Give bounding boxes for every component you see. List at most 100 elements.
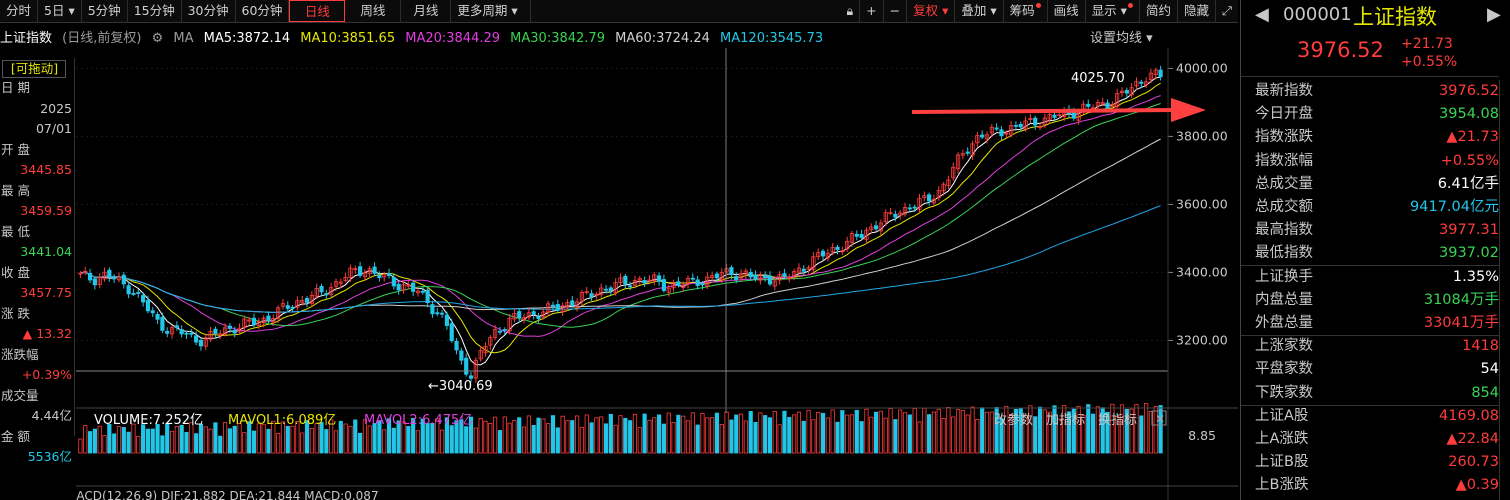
candle-body [637, 278, 642, 281]
volume-bar [960, 410, 965, 454]
candle-body [912, 206, 917, 209]
candle-body [309, 294, 314, 304]
candle-body [155, 314, 160, 320]
candle-body [878, 222, 883, 232]
volume-bar [951, 416, 956, 454]
draw-button[interactable]: 画线 [1048, 0, 1086, 22]
candle-body [1037, 126, 1043, 128]
candle-body [78, 272, 83, 275]
adjust-label: 复权 [913, 3, 939, 18]
tab-60min[interactable]: 60分钟 [236, 0, 290, 22]
hide-button[interactable]: 隐藏 [1178, 0, 1216, 22]
volume-bar [232, 425, 237, 454]
candle-body [174, 325, 179, 329]
arrow-shaft [911, 108, 1177, 114]
volume-bar [1158, 405, 1163, 454]
candle-body [864, 229, 869, 240]
volume-bar [237, 423, 242, 454]
volume-bar [459, 419, 464, 454]
volume-bar [1062, 405, 1067, 454]
gear-icon[interactable]: ⚙ [151, 31, 164, 46]
tab-5day-label: 5日 [44, 3, 65, 18]
chips-button[interactable]: 筹码 [1004, 0, 1048, 22]
tab-weekly[interactable]: 周线 [345, 0, 402, 22]
candle-body [107, 269, 112, 278]
next-arrow-icon[interactable]: ▶ [1487, 4, 1501, 25]
tab-intraday[interactable]: 分时 [0, 0, 39, 22]
candle-body [546, 303, 551, 313]
quote-key: 下跌家数 [1255, 384, 1313, 401]
candle-body [1105, 102, 1110, 109]
tab-daily[interactable]: 日线 [289, 0, 346, 22]
tab-more-periods[interactable]: 更多周期 ▾ [451, 0, 532, 22]
volume-value: 4.44亿 [31, 408, 72, 423]
candle-body [386, 273, 392, 276]
overlay-button[interactable]: 叠加 ▾ [955, 0, 1004, 22]
tab-5day[interactable]: 5日 ▾ [38, 0, 82, 22]
prev-arrow-icon[interactable]: ◀ [1255, 4, 1269, 25]
candle-body [358, 266, 363, 276]
volume-bar [599, 416, 604, 454]
simple-button[interactable]: 简约 [1140, 0, 1178, 22]
candle-body [893, 213, 898, 218]
candle-body [285, 305, 290, 309]
quote-row: 上B涨跌 ▲0.39 [1241, 474, 1499, 497]
ma-settings-label: 设置均线 [1090, 31, 1143, 46]
candle-body [304, 298, 310, 303]
quote-key: 指数涨幅 [1255, 152, 1313, 169]
draggable-badge[interactable]: [可拖动] [2, 60, 66, 78]
ma-settings-button[interactable]: 设置均线 ▾ [1090, 27, 1153, 46]
candle-body [743, 270, 748, 275]
candle-body [1009, 125, 1014, 136]
candle-body [218, 333, 223, 336]
side-scroll-strip[interactable] [1499, 80, 1510, 500]
volume-bar [878, 410, 883, 454]
volume-bar [483, 420, 488, 454]
tab-30min[interactable]: 30分钟 [182, 0, 236, 22]
candle-body [507, 317, 512, 332]
volume-bar [681, 415, 686, 454]
candle-body [1119, 90, 1125, 94]
tab-monthly[interactable]: 月线 [401, 0, 452, 22]
mavol1-label: MAVOL1:6.089亿 [228, 413, 336, 428]
volume-bar [531, 424, 536, 454]
volume-bar [661, 423, 666, 454]
expand-icon[interactable]: ⤢ [1221, 3, 1232, 18]
candle-body [647, 279, 652, 282]
candle-body [391, 277, 396, 287]
price-tick-label: 3200.00 [1176, 332, 1228, 347]
lock-icon[interactable]: 🔒︎ [840, 0, 861, 22]
volume-bar [386, 418, 392, 454]
volume-bar [980, 407, 985, 454]
volume-bar [955, 409, 961, 454]
volume-bar [126, 431, 131, 454]
volume-bar [261, 424, 266, 454]
high-label: 最 高 [1, 182, 30, 198]
volume-bar [1090, 413, 1096, 454]
tab-15min[interactable]: 15分钟 [128, 0, 182, 22]
volume-bar [1037, 406, 1043, 454]
volume-bar [753, 421, 758, 454]
candle-body [329, 287, 334, 295]
zoom-out-icon[interactable]: − [884, 0, 908, 22]
tab-5min[interactable]: 5分钟 [82, 0, 128, 22]
volume-bar [92, 428, 97, 454]
volume-bar [1153, 406, 1158, 454]
candle-body [464, 357, 469, 375]
kline-chart[interactable]: 4000.00 3800.00 3600.00 3400.00 3200.00 4025… [76, 48, 1238, 500]
candle-body [1018, 123, 1023, 128]
zoom-in-icon[interactable]: + [860, 0, 884, 22]
candle-body [208, 330, 213, 340]
volume-bar [632, 413, 638, 454]
candle-body [276, 307, 281, 319]
display-button[interactable]: 显示 ▾ [1086, 0, 1140, 22]
volume-bar [121, 427, 126, 454]
volume-bar [198, 423, 204, 454]
quote-panel: ◀ 000001 上证指数 ▶ 3976.52 +21.73 +0.55% 最新… [1240, 0, 1510, 500]
candle-body [444, 314, 449, 326]
candle-body [575, 301, 580, 308]
volume-bar [473, 427, 478, 454]
volume-bar [1129, 408, 1134, 454]
candle-body [681, 284, 686, 288]
adjust-button[interactable]: 复权 ▾ [907, 0, 956, 22]
